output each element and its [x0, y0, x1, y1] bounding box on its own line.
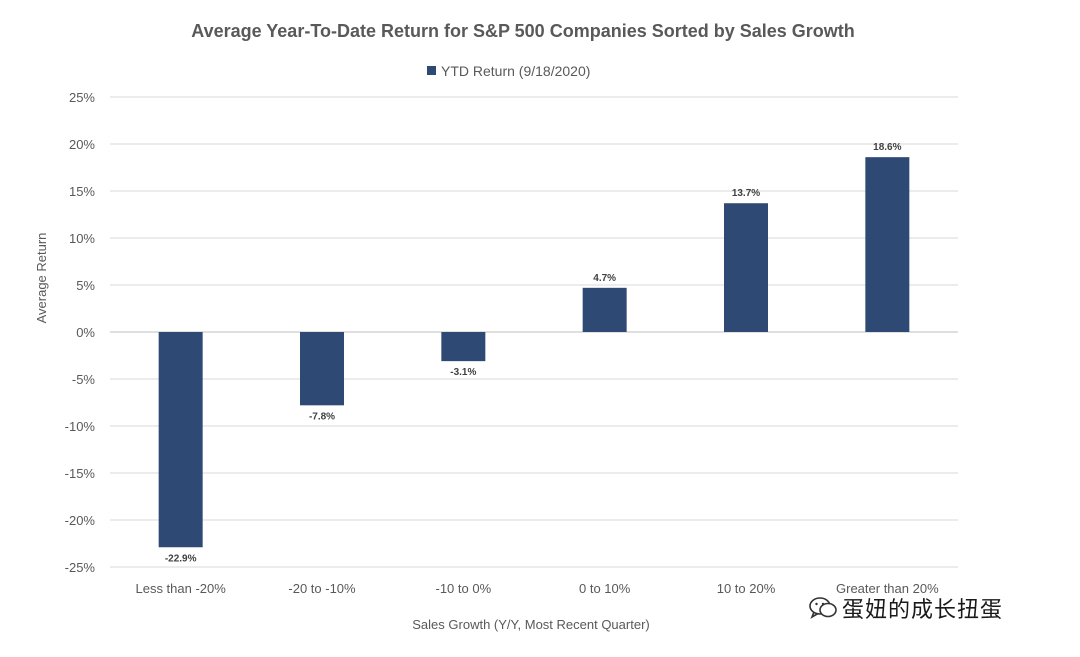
chart-title: Average Year-To-Date Return for S&P 500 …	[191, 21, 855, 41]
bar	[158, 332, 203, 548]
data-label: -22.9%	[165, 553, 197, 564]
bar	[582, 287, 627, 332]
y-tick-label: 15%	[69, 184, 95, 199]
x-axis-title: Sales Growth (Y/Y, Most Recent Quarter)	[412, 617, 649, 632]
x-tick-label: Less than -20%	[135, 581, 226, 596]
x-tick-label: Greater than 20%	[836, 581, 939, 596]
y-tick-label: -5%	[72, 372, 96, 387]
data-label: -3.1%	[450, 367, 476, 378]
bar	[300, 332, 344, 406]
bar	[441, 332, 486, 362]
data-label: 4.7%	[593, 273, 616, 284]
bar	[724, 203, 768, 332]
bars	[158, 157, 910, 548]
x-tick-label: -20 to -10%	[288, 581, 356, 596]
y-tick-label: -15%	[65, 466, 96, 481]
legend-label: YTD Return (9/18/2020)	[441, 63, 590, 79]
x-tick-label: 10 to 20%	[717, 581, 776, 596]
legend-swatch	[427, 66, 436, 75]
x-axis-ticks: Less than -20% -20 to -10% -10 to 0% 0 to 1…	[135, 581, 939, 596]
bar	[865, 157, 910, 332]
data-label: -7.8%	[309, 411, 335, 422]
y-tick-label: -25%	[65, 560, 96, 575]
y-tick-label: -10%	[65, 419, 96, 434]
y-tick-label: 10%	[69, 231, 95, 246]
x-tick-label: 0 to 10%	[579, 581, 631, 596]
y-tick-label: 5%	[76, 278, 95, 293]
watermark: 蛋妞的成长扭蛋	[808, 592, 1003, 624]
y-tick-label: 20%	[69, 137, 95, 152]
gridlines	[110, 96, 958, 568]
y-tick-label: 25%	[69, 90, 95, 105]
data-label: 18.6%	[873, 142, 901, 153]
y-tick-label: -20%	[65, 513, 96, 528]
y-axis-title: Average Return	[34, 233, 49, 324]
x-tick-label: -10 to 0%	[436, 581, 492, 596]
watermark-text: 蛋妞的成长扭蛋	[842, 598, 1004, 623]
data-label: 13.7%	[732, 188, 760, 199]
data-labels: -22.9% -7.8% -3.1% 4.7% 13.7% 18.6%	[165, 142, 902, 564]
y-tick-label: 0%	[76, 325, 95, 340]
y-axis-ticks: 25% 20% 15% 10% 5% 0% -5% -10% -15% -20% -25%	[65, 90, 96, 575]
legend: YTD Return (9/18/2020)	[427, 63, 590, 79]
wechat-icon	[808, 595, 838, 621]
